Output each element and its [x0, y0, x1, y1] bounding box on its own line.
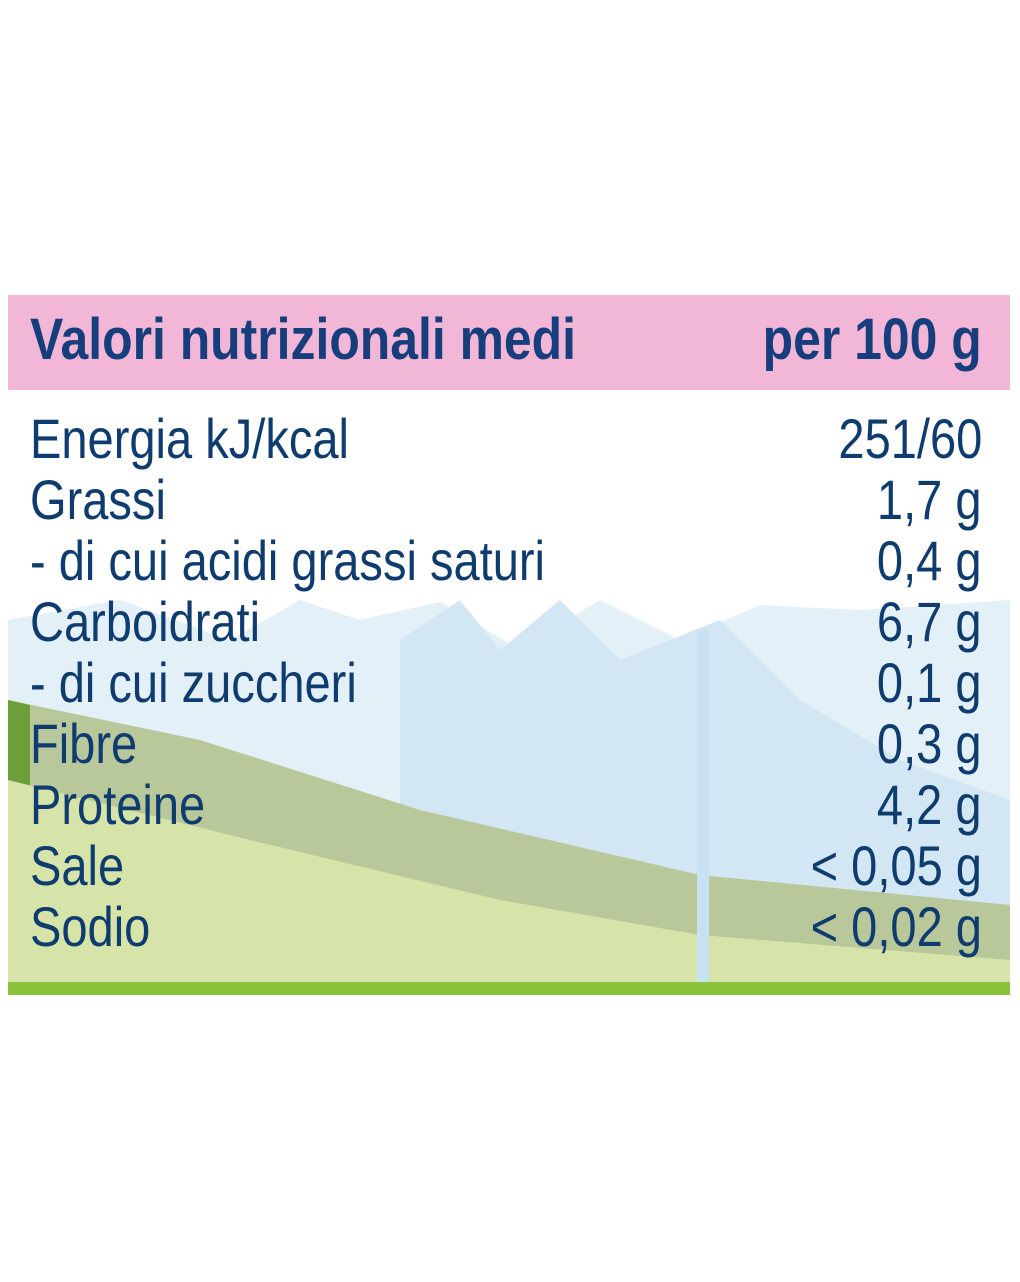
nutrient-value: 0,1 g	[877, 651, 982, 714]
header-label: Valori nutrizionali medi	[30, 307, 577, 372]
table-row: - di cui zuccheri 0,1 g	[0, 652, 1020, 713]
nutrient-label: Sale	[30, 834, 125, 897]
nutrient-value: 0,3 g	[877, 712, 982, 775]
nutrient-label: - di cui zuccheri	[30, 651, 357, 714]
nutrient-value: < 0,02 g	[810, 895, 982, 958]
table-row: Fibre 0,3 g	[0, 713, 1020, 774]
table-row: Proteine 4,2 g	[0, 774, 1020, 835]
column-divider	[697, 630, 709, 985]
nutrient-value: 251/60	[838, 407, 982, 470]
header-unit: per 100 g	[762, 307, 982, 372]
table-header	[8, 295, 1010, 390]
table-row: Energia kJ/kcal 251/60	[0, 408, 1020, 469]
nutrient-value: 4,2 g	[877, 773, 982, 836]
nutrient-label: Carboidrati	[30, 590, 261, 653]
table-row: - di cui acidi grassi saturi 0,4 g	[0, 530, 1020, 591]
nutrient-value: < 0,05 g	[810, 834, 982, 897]
nutrient-label: Fibre	[30, 712, 138, 775]
nutrient-label: Energia kJ/kcal	[30, 407, 349, 470]
nutrient-label: Grassi	[30, 468, 166, 531]
nutrient-value: 1,7 g	[877, 468, 982, 531]
nutrient-label: - di cui acidi grassi saturi	[30, 529, 546, 592]
bottom-bar	[8, 982, 1010, 995]
table-row: Sale < 0,05 g	[0, 835, 1020, 896]
nutrient-label: Sodio	[30, 895, 151, 958]
nutrient-value: 0,4 g	[877, 529, 982, 592]
table-row: Grassi 1,7 g	[0, 469, 1020, 530]
nutrient-label: Proteine	[30, 773, 206, 836]
table-row: Sodio < 0,02 g	[0, 896, 1020, 957]
nutrient-value: 6,7 g	[877, 590, 982, 653]
meadow	[8, 780, 1010, 985]
table-row: Carboidrati 6,7 g	[0, 591, 1020, 652]
